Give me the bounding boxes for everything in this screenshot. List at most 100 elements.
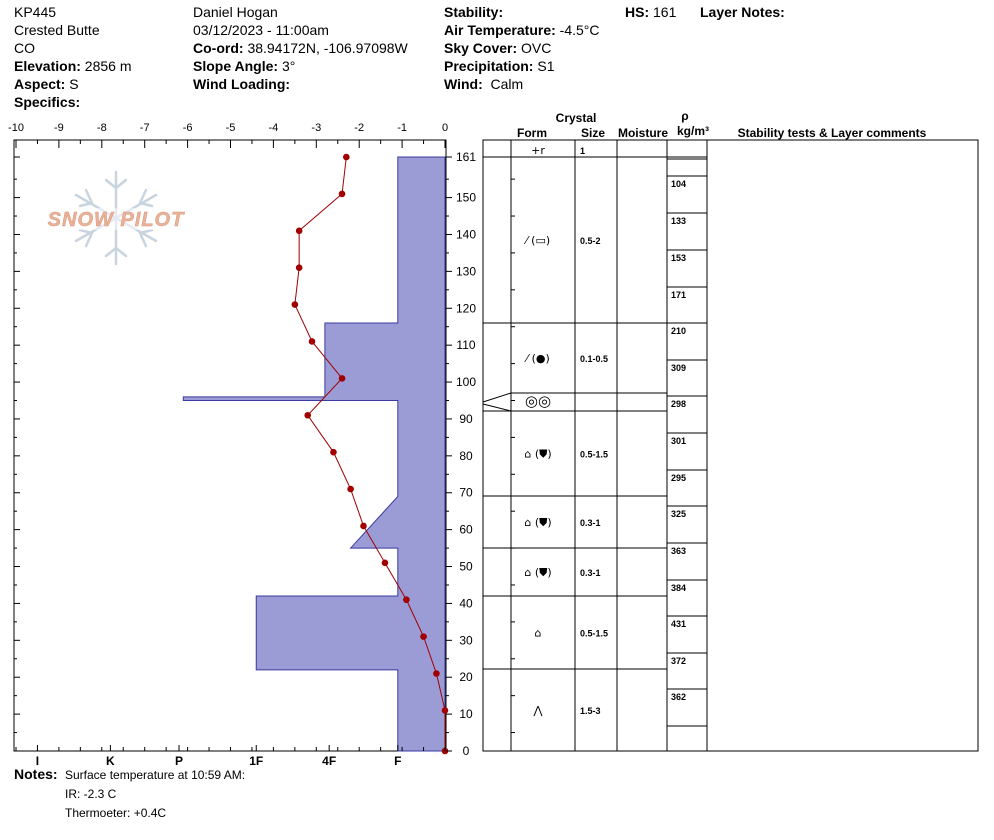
coord-value: 38.94172N, -106.97098W — [247, 40, 408, 56]
layer-notes-row: Layer Notes: — [700, 3, 785, 21]
layer-size: 0.3-1 — [580, 518, 601, 528]
height-tick-label: 80 — [459, 449, 473, 463]
layer-form-symbol: ⌂ (⛊) — [524, 566, 551, 579]
precip-label: Precipitation: — [444, 58, 534, 74]
temperature-point — [304, 411, 312, 419]
density-value: 372 — [671, 656, 686, 666]
temperature-tick-label: -1 — [397, 122, 407, 134]
layer-table — [482, 139, 979, 752]
temperature-tick-label: -3 — [311, 122, 321, 134]
temperature-point — [381, 559, 389, 567]
hardness-tick-label: K — [106, 754, 115, 768]
layer-form-symbol: ⋀ — [532, 704, 543, 717]
layer-rows: +r 1 ⁄ (▭) 0.5-2 ⁄ (●) 0.1-0.5 ◎◎ ⌂ (⛊) 0.5-1.5 ⌂… — [482, 144, 667, 752]
temperature-point — [338, 190, 346, 198]
height-tick-label: 60 — [459, 523, 473, 537]
wind-loading-label: Wind Loading: — [193, 76, 291, 92]
layer-form-symbol: ⁄ (▭) — [523, 234, 550, 247]
density-value: 133 — [671, 216, 686, 226]
notes-label: Notes: — [14, 766, 58, 782]
hardness-tick-label: F — [394, 754, 401, 768]
density-value: 363 — [671, 546, 686, 556]
wind-row: Wind: Calm — [444, 75, 523, 93]
layer-size: 0.5-1.5 — [580, 450, 608, 460]
height-tick-label: 30 — [459, 633, 473, 647]
aspect-value: S — [69, 76, 79, 92]
temperature-point — [403, 596, 410, 604]
density-value: 325 — [671, 509, 686, 519]
slope-value: 3° — [281, 58, 296, 74]
layer-form-symbol: ◎◎ — [525, 392, 551, 410]
observer: Daniel Hogan — [193, 4, 278, 20]
pit-id: KP445 — [14, 4, 57, 20]
hardness-axis: I K P 1F 4F F — [15, 745, 446, 768]
layer-form-symbol: ⌂ (⛊) — [524, 448, 551, 461]
size-header: Size — [581, 126, 605, 140]
height-tick-label: 161 — [456, 150, 476, 164]
temperature-tick-label: -4 — [269, 122, 279, 134]
temperature-point — [347, 485, 354, 493]
layer-size: 1.5-3 — [580, 706, 601, 716]
density-unit-header: kg/m³ — [677, 124, 709, 138]
density-value: 298 — [671, 399, 686, 409]
stability-label: Stability: — [444, 4, 504, 20]
layer-size: 0.1-0.5 — [580, 354, 608, 364]
air-temp-row: Air Temperature: -4.5°C — [444, 21, 600, 39]
density-rows: 104 133 153 171 210 309 298 301 295 325 363 384 431 3… — [667, 156, 707, 727]
temperature-point — [295, 264, 303, 271]
height-tick-label: 50 — [459, 560, 473, 574]
height-tick-label: 110 — [456, 338, 475, 352]
slope-label: Slope Angle: — [193, 58, 279, 74]
hs-label: HS: — [625, 4, 650, 20]
hs-row: HS: 161 — [625, 3, 676, 21]
air-temp-label: Air Temperature: — [444, 22, 556, 38]
hardness-tick-label: 1F — [249, 754, 263, 768]
precip-value: S1 — [537, 58, 555, 74]
density-value: 384 — [671, 583, 686, 593]
precip-row: Precipitation: S1 — [444, 57, 554, 75]
layer-form-symbol: +r — [531, 144, 545, 157]
density-value: 431 — [671, 619, 686, 629]
temperature-point — [360, 522, 367, 530]
temperature-point — [330, 448, 337, 456]
snowpilot-logo: SNOW PILOT — [38, 170, 194, 266]
temperature-tick-label: 0 — [442, 122, 448, 134]
layer-size: 0.5-2 — [580, 236, 601, 246]
temperature-point — [291, 301, 299, 308]
moisture-header: Moisture — [618, 126, 668, 140]
layer-form-symbol: ⌂ (⛊) — [524, 516, 551, 529]
wind-label: Wind: — [444, 76, 483, 92]
temperature-point — [420, 633, 427, 640]
height-tick-label: 0 — [463, 744, 470, 758]
stability-header: Stability tests & Layer comments — [738, 126, 927, 140]
aspect-row: Aspect: S — [14, 75, 79, 93]
density-value: 362 — [671, 692, 686, 702]
hardness-tick-label: 4F — [322, 754, 336, 768]
wind-loading-row: Wind Loading: — [193, 75, 290, 93]
elevation-row: Elevation: 2856 m — [14, 57, 132, 75]
height-tick-label: 100 — [456, 375, 476, 389]
temperature-point — [338, 375, 346, 382]
height-tick-label: 40 — [459, 596, 473, 610]
aspect-label: Aspect: — [14, 76, 66, 92]
density-header: ρ — [681, 109, 688, 123]
temperature-point — [433, 670, 440, 677]
temperature-tick-label: -9 — [54, 122, 64, 134]
sky-row: Sky Cover: OVC — [444, 39, 551, 57]
sky-label: Sky Cover: — [444, 40, 518, 56]
layer-connector — [482, 403, 512, 412]
height-tick-label: 150 — [456, 191, 476, 205]
density-value: 210 — [671, 326, 686, 336]
height-tick-label: 140 — [456, 227, 476, 241]
logo-text: SNOW PILOT — [48, 209, 185, 231]
height-tick-label: 10 — [459, 707, 473, 721]
specifics-label: Specifics: — [14, 94, 81, 110]
temperature-tick-label: -5 — [226, 122, 236, 134]
layer-size: 0.5-1.5 — [580, 629, 608, 639]
temperature-tick-label: -2 — [354, 122, 364, 134]
coord-row: Co-ord: 38.94172N, -106.97098W — [193, 39, 408, 57]
height-tick-label: 130 — [456, 264, 476, 278]
temperature-tick-label: -7 — [140, 122, 150, 134]
layer-size: 0.3-1 — [580, 568, 601, 578]
